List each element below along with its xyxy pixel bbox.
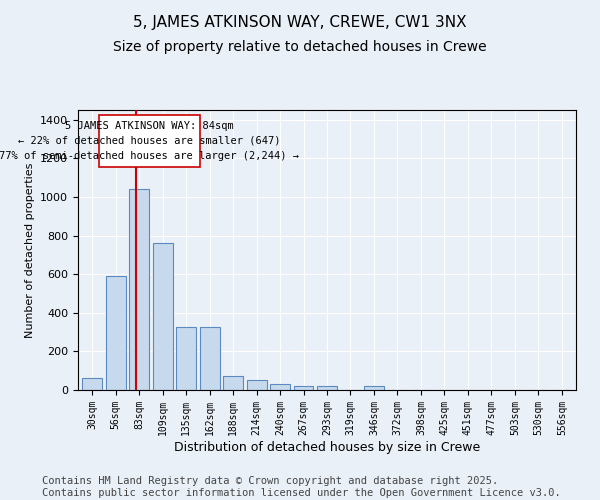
Text: 5 JAMES ATKINSON WAY: 84sqm
← 22% of detached houses are smaller (647)
77% of se: 5 JAMES ATKINSON WAY: 84sqm ← 22% of det… bbox=[0, 121, 299, 160]
Bar bbox=[364, 386, 384, 390]
Text: 5, JAMES ATKINSON WAY, CREWE, CW1 3NX: 5, JAMES ATKINSON WAY, CREWE, CW1 3NX bbox=[133, 15, 467, 30]
Y-axis label: Number of detached properties: Number of detached properties bbox=[25, 162, 35, 338]
X-axis label: Distribution of detached houses by size in Crewe: Distribution of detached houses by size … bbox=[174, 440, 480, 454]
Bar bbox=[247, 380, 266, 390]
Bar bbox=[317, 386, 337, 390]
Text: Size of property relative to detached houses in Crewe: Size of property relative to detached ho… bbox=[113, 40, 487, 54]
Bar bbox=[152, 243, 173, 390]
Bar bbox=[82, 378, 102, 390]
Bar bbox=[293, 386, 313, 390]
FancyBboxPatch shape bbox=[98, 115, 200, 167]
Bar bbox=[270, 384, 290, 390]
Bar bbox=[176, 327, 196, 390]
Bar bbox=[223, 376, 243, 390]
Bar bbox=[106, 276, 125, 390]
Bar bbox=[129, 189, 149, 390]
Bar bbox=[200, 327, 220, 390]
Text: Contains HM Land Registry data © Crown copyright and database right 2025.
Contai: Contains HM Land Registry data © Crown c… bbox=[42, 476, 561, 498]
